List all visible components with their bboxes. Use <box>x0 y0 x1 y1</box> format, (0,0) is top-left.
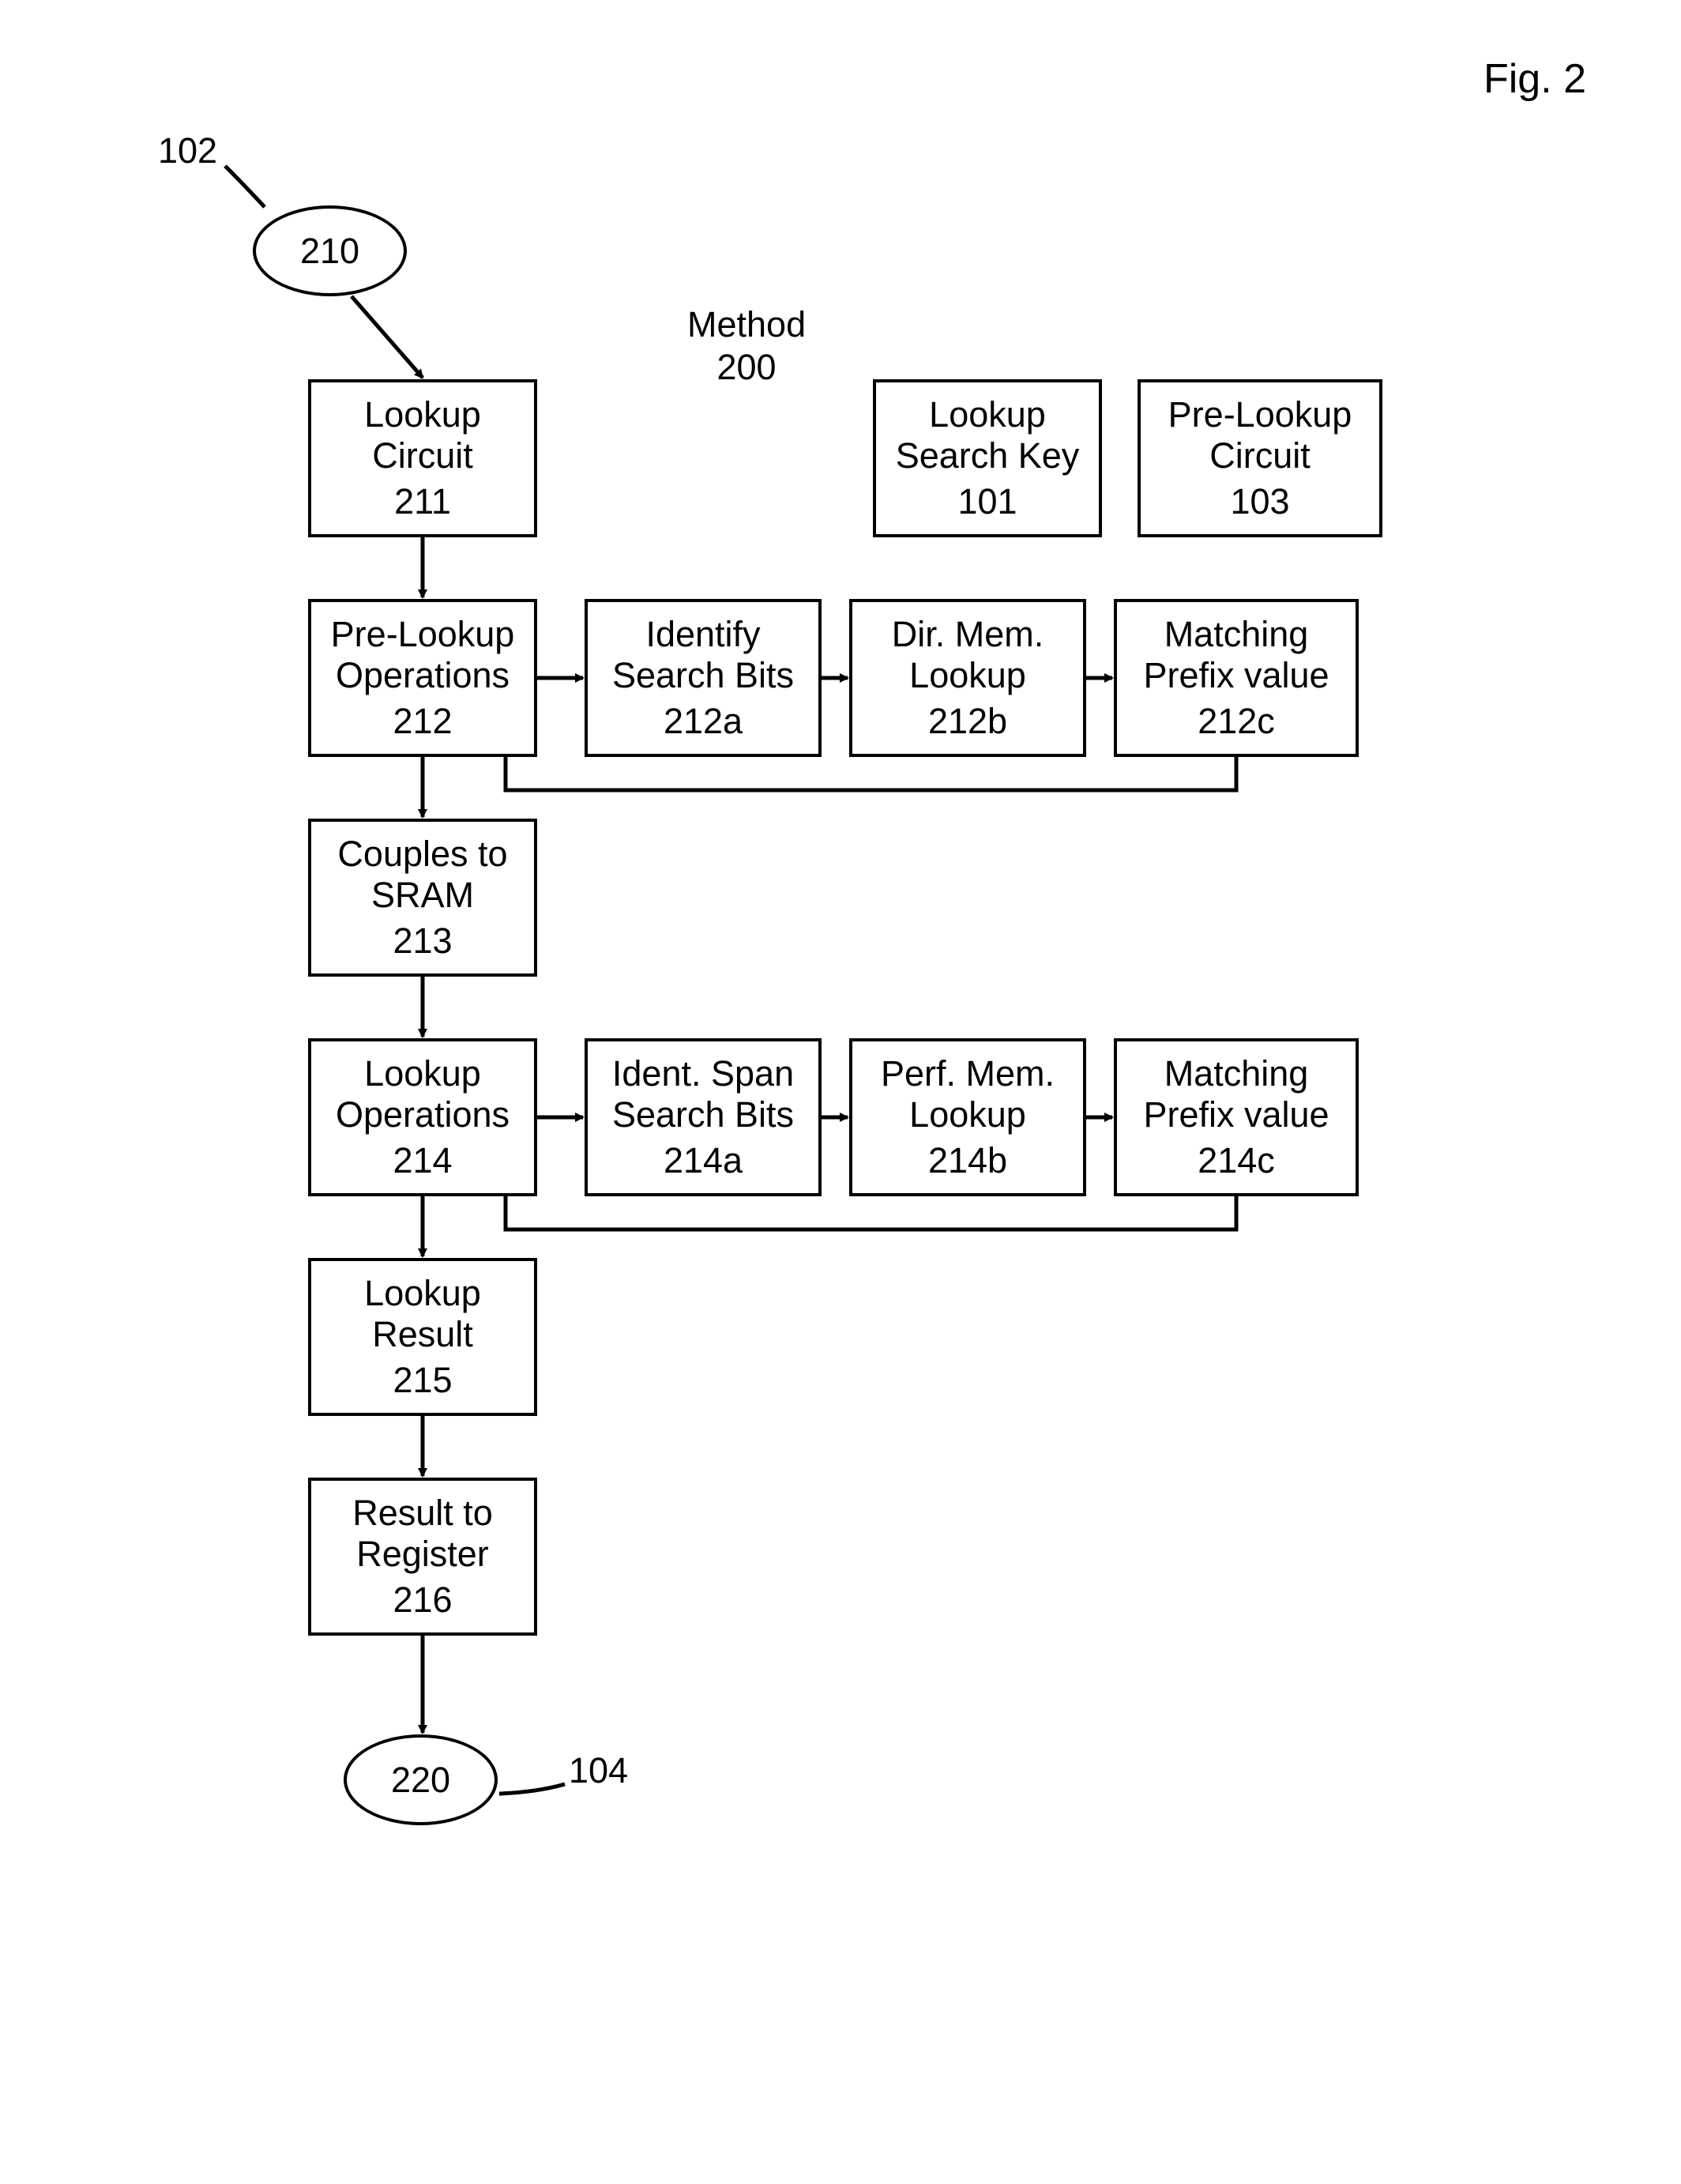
212c-num: 212c <box>1198 701 1275 742</box>
lookup-result-num: 215 <box>393 1360 452 1401</box>
pre-lookup-circuit-label: Pre-Lookup Circuit <box>1168 394 1352 476</box>
214a-num: 214a <box>664 1140 743 1181</box>
lookup-ops-num: 214 <box>393 1140 452 1181</box>
end-num: 220 <box>391 1760 450 1801</box>
end-lead-label: 104 <box>569 1750 628 1791</box>
214b-label: Perf. Mem. Lookup <box>881 1053 1055 1135</box>
212a-label: Identify Search Bits <box>612 614 794 696</box>
lookup-circuit-label: Lookup Circuit <box>364 394 481 476</box>
212a-num: 212a <box>664 701 743 742</box>
box-lookup-circuit: Lookup Circuit 211 <box>308 379 537 537</box>
box-212a: Identify Search Bits 212a <box>585 599 822 757</box>
end-ellipse: 220 <box>344 1734 498 1825</box>
method-label-text: Method <box>687 304 806 345</box>
start-lead-label: 102 <box>158 130 217 171</box>
box-212b: Dir. Mem. Lookup 212b <box>849 599 1086 757</box>
212b-num: 212b <box>928 701 1007 742</box>
pre-lookup-circuit-num: 103 <box>1230 481 1289 522</box>
couples-sram-label: Couples to SRAM <box>337 834 507 916</box>
figure-label: Fig. 2 <box>1484 55 1586 103</box>
box-214a: Ident. Span Search Bits 214a <box>585 1038 822 1196</box>
pre-lookup-ops-num: 212 <box>393 701 452 742</box>
method-num: 200 <box>687 347 806 388</box>
pre-lookup-ops-label: Pre-Lookup Operations <box>331 614 515 696</box>
214b-num: 214b <box>928 1140 1007 1181</box>
212c-label: Matching Prefix value <box>1143 614 1329 696</box>
box-lookup-search-key: Lookup Search Key 101 <box>873 379 1102 537</box>
lookup-result-label: Lookup Result <box>364 1273 481 1355</box>
box-lookup-result: Lookup Result 215 <box>308 1258 537 1416</box>
lookup-search-key-num: 101 <box>957 481 1017 522</box>
start-num: 210 <box>300 231 359 272</box>
figure-label-text: Fig. 2 <box>1484 56 1586 102</box>
lookup-circuit-num: 211 <box>394 481 451 522</box>
214c-label: Matching Prefix value <box>1143 1053 1329 1135</box>
box-lookup-ops: Lookup Operations 214 <box>308 1038 537 1196</box>
result-register-num: 216 <box>393 1580 452 1621</box>
start-ellipse: 210 <box>253 205 407 296</box>
212b-label: Dir. Mem. Lookup <box>892 614 1044 696</box>
couples-sram-num: 213 <box>393 921 452 962</box>
method-label: Method 200 <box>687 304 806 388</box>
box-pre-lookup-ops: Pre-Lookup Operations 212 <box>308 599 537 757</box>
box-214b: Perf. Mem. Lookup 214b <box>849 1038 1086 1196</box>
214a-label: Ident. Span Search Bits <box>612 1053 794 1135</box>
box-couples-sram: Couples to SRAM 213 <box>308 819 537 977</box>
box-214c: Matching Prefix value 214c <box>1114 1038 1359 1196</box>
result-register-label: Result to Register <box>352 1493 493 1575</box>
214c-num: 214c <box>1198 1140 1275 1181</box>
lookup-search-key-label: Lookup Search Key <box>896 394 1080 476</box>
lookup-ops-label: Lookup Operations <box>336 1053 510 1135</box>
box-212c: Matching Prefix value 212c <box>1114 599 1359 757</box>
box-result-register: Result to Register 216 <box>308 1478 537 1636</box>
box-pre-lookup-circuit: Pre-Lookup Circuit 103 <box>1138 379 1382 537</box>
connectors <box>0 0 1681 2184</box>
